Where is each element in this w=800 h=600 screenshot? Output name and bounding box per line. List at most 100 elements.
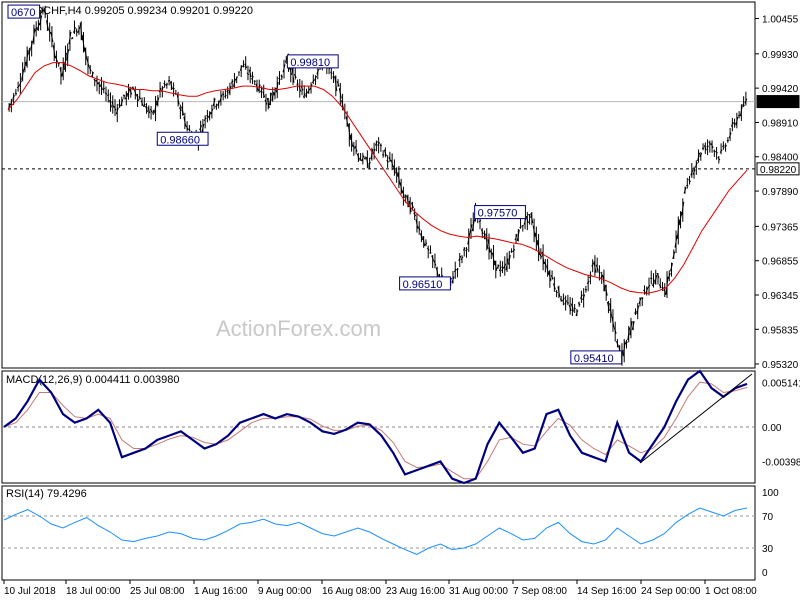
candle-body [679,212,683,225]
candle-body [564,300,568,305]
rsi-y-tick-label: 30 [762,544,774,555]
candle-body [156,97,160,106]
candle-body [548,271,552,282]
price-pane: ▼ USDCHF,H4 0.99205 0.99234 0.99201 0.99… [1,1,800,371]
candle-body [417,226,421,231]
candle-body [266,97,270,108]
candle-body [658,284,662,289]
candle-body [374,141,378,146]
candle-body [93,78,97,82]
candle-body [379,144,383,147]
annotation-box [286,54,339,69]
candle-body [54,56,58,63]
y-tick-label: 0.96345 [762,291,799,302]
candle-body [113,106,117,111]
candle-body [494,260,498,271]
candle-body [79,22,83,41]
x-tick-label: 9 Aug 00:00 [258,586,312,597]
candle-body [636,305,640,315]
candle-body [165,83,169,86]
candle-body [627,327,631,341]
candle-body [235,76,239,80]
candle-body [550,274,554,280]
y-tick-label: 0.97890 [762,187,799,198]
price-pane-border [1,1,756,369]
candle-body [36,23,40,31]
candle-body [120,99,124,107]
candle-body [377,142,381,146]
rsi-y-tick-label: 100 [762,488,779,499]
candle-body [717,156,721,161]
candle-body [629,321,633,336]
macd-trendline [639,373,753,464]
candle-body [586,280,590,285]
rsi-y-tick-label: 70 [762,512,774,523]
candle-body [521,224,525,227]
moving-average-line [7,62,748,294]
candle-body [634,310,637,314]
candle-body [107,94,110,97]
candle-body [613,327,617,334]
annotation-box [399,276,451,291]
candle-body [230,80,234,84]
candle-body [498,266,502,272]
candle-body [222,93,225,95]
candle-body [744,98,748,104]
candle-body [248,69,252,78]
y-tick-label: 1.00455 [762,14,799,25]
candle-body [388,157,392,162]
candle-body [244,63,248,69]
candle-body [424,242,428,246]
candle-body [703,145,707,151]
candle-body [631,321,635,331]
candle-body [606,301,610,312]
macd-y-tick-label: 0.00 [762,423,782,434]
candle-body [188,128,191,131]
candle-body [280,75,284,78]
x-tick-label: 16 Aug 08:00 [322,586,381,597]
candle-body [710,143,714,148]
annotation-label: 0.99810 [290,57,330,69]
candle-body [239,65,243,71]
candle-body [582,294,586,301]
candle-body [372,148,376,154]
candle-body [95,79,99,85]
candle-body [370,149,374,160]
candle-body [264,99,268,105]
candle-body [145,105,149,113]
last-price-box [756,95,800,109]
candle-body [133,89,137,96]
level-price-box [756,162,800,176]
candle-body [625,341,628,345]
candle-body [532,225,536,237]
candle-body [674,235,678,248]
candle-body [316,68,320,75]
candle-body [57,62,60,65]
candle-body [12,95,16,99]
candle-body [32,28,36,43]
candle-body [739,105,743,117]
candle-body [640,297,644,300]
rsi-y-tick-label: 0 [762,568,768,579]
candle-body [183,116,187,127]
candle-body [561,297,565,302]
x-tick-label: 7 Sep 08:00 [513,586,567,597]
candle-body [485,233,489,249]
candle-body [84,47,88,60]
annotation-label: 0670 [11,7,35,19]
candle-body [478,219,482,223]
candle-body [598,271,601,274]
annotation-box [156,131,209,146]
candle-body [726,139,729,142]
candle-body [268,92,272,106]
candle-body [27,48,31,55]
candle-body [201,123,205,133]
candle-body [91,71,94,78]
candle-body [386,160,389,163]
candle-body [654,275,658,284]
candle-body [570,303,574,312]
candle-body [480,229,484,235]
candle-body [496,264,500,269]
candle-body [708,141,712,145]
candle-body [690,169,694,176]
